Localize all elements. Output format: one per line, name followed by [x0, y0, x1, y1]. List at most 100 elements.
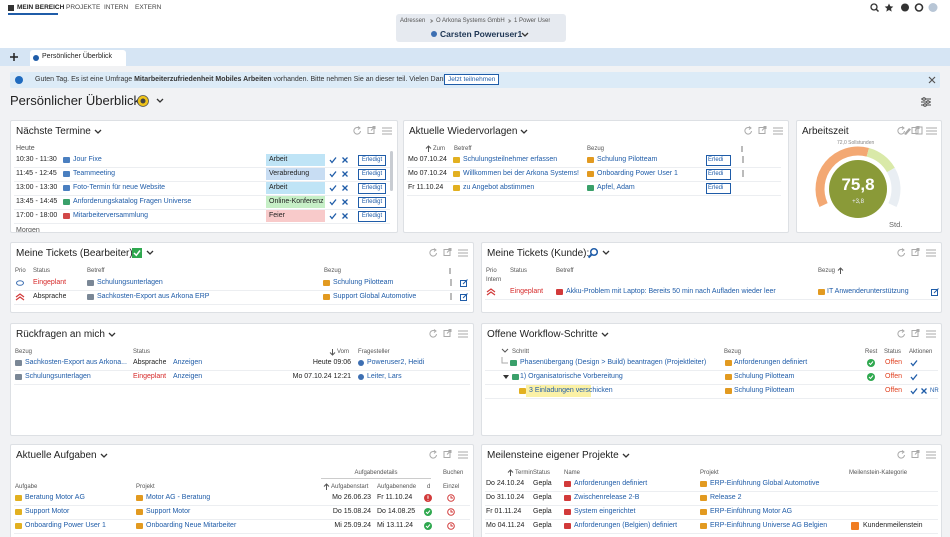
done-button[interactable]: Erledigt — [358, 211, 386, 222]
column-header[interactable]: Aufgabenende — [377, 484, 417, 490]
column-header[interactable]: Projekt — [136, 484, 155, 490]
add-tab[interactable] — [10, 53, 18, 61]
show-link[interactable]: Anzeigen — [173, 373, 203, 380]
subject[interactable]: Teammeeting — [73, 170, 116, 177]
chevron[interactable] — [146, 250, 154, 256]
cross-icon[interactable] — [341, 198, 349, 206]
column-header[interactable]: Aufgabe — [15, 484, 38, 490]
subject[interactable]: Sachkosten-Export aus Arkona ERP — [97, 293, 210, 300]
cross-icon[interactable] — [920, 387, 928, 395]
cross-icon[interactable] — [341, 170, 349, 178]
column-header[interactable]: Projekt — [700, 470, 719, 476]
chevron[interactable] — [602, 250, 610, 256]
open-icon[interactable] — [460, 293, 468, 301]
column-header[interactable]: Vom — [337, 349, 350, 355]
widget-tools[interactable] — [353, 126, 393, 135]
project[interactable]: ERP-Einführung Universe AG Belgien — [710, 522, 828, 529]
reference[interactable]: Onboarding Power User 1 — [597, 170, 678, 177]
check-icon[interactable] — [910, 359, 918, 367]
banner-button[interactable]: Jetzt teilnehmen — [444, 74, 500, 85]
column-header[interactable]: Schritt — [512, 349, 530, 355]
column-header[interactable]: Betreff — [454, 146, 472, 152]
person[interactable]: Poweruser2, Heidi — [367, 359, 425, 366]
check-icon[interactable] — [910, 373, 918, 381]
column-header[interactable]: Bezug — [724, 349, 742, 355]
reference[interactable]: Apfel, Adam — [597, 184, 635, 191]
book-icon[interactable] — [447, 522, 455, 530]
user-name[interactable]: Carsten Poweruser1 — [440, 29, 523, 39]
column-header[interactable]: Zum — [433, 146, 445, 152]
chevron[interactable] — [100, 453, 108, 459]
done-button[interactable]: Erledigt — [358, 197, 386, 208]
expander[interactable] — [503, 375, 509, 380]
reference[interactable]: Schulung Pilotteam — [734, 387, 795, 394]
open-icon[interactable] — [460, 279, 468, 287]
step[interactable]: Phasenübergang (Design > Build) beantrag… — [520, 359, 707, 366]
column-header[interactable]: Bezug — [324, 268, 342, 274]
done-button[interactable]: Erledigt — [358, 183, 386, 194]
widget-tools[interactable] — [897, 329, 937, 338]
column-header[interactable]: Status — [133, 349, 151, 355]
nav-item[interactable]: MEIN BEREICH — [17, 4, 65, 11]
column-header[interactable]: Prio — [486, 268, 497, 274]
check-icon[interactable] — [329, 156, 337, 164]
project[interactable]: Motor AG - Beratung — [146, 494, 211, 501]
column-header[interactable]: Status — [884, 349, 902, 355]
chevron[interactable] — [601, 332, 609, 338]
project[interactable]: Release 2 — [710, 494, 742, 501]
nav-item[interactable]: EXTERN — [135, 4, 162, 11]
column-header[interactable]: Meilenstein-Kategorie — [849, 470, 908, 476]
subject[interactable]: Schulungsunterlagen — [97, 279, 163, 286]
column-header[interactable]: Bezug — [818, 268, 836, 274]
cross-icon[interactable] — [341, 156, 349, 164]
done-button[interactable]: Erledi — [706, 183, 731, 194]
column-header[interactable]: Status — [533, 470, 551, 476]
done-button[interactable]: Erledigt — [358, 155, 386, 166]
widget-tools[interactable] — [897, 450, 937, 459]
widget-tools[interactable] — [744, 126, 784, 135]
subject[interactable]: Jour Fixe — [73, 156, 102, 163]
column-header[interactable]: Status — [33, 268, 51, 274]
column-header[interactable]: Termin — [515, 470, 534, 476]
check-icon[interactable] — [910, 387, 918, 395]
chevron[interactable] — [520, 129, 528, 135]
subject[interactable]: zu Angebot abstimmen — [463, 184, 535, 191]
check-icon[interactable] — [329, 198, 337, 206]
reference[interactable]: Anforderungen definiert — [734, 359, 808, 366]
chevron[interactable] — [622, 453, 630, 459]
name[interactable]: Anforderungen definiert — [574, 480, 648, 487]
check-icon[interactable] — [329, 212, 337, 220]
breadcrumb-item[interactable]: O Arkona Systems GmbH — [436, 18, 505, 24]
widget-tools[interactable] — [903, 126, 937, 135]
name[interactable]: Anforderungen (Belgien) definiert — [574, 522, 678, 529]
book-icon[interactable] — [447, 494, 455, 502]
breadcrumb-item[interactable]: 1 Power User — [514, 18, 551, 24]
name[interactable]: System eingerichtet — [574, 508, 636, 515]
column-header[interactable]: Name — [564, 470, 581, 476]
subject[interactable]: Willkommen bei der Arkona Systems! — [463, 170, 579, 177]
nav-item[interactable]: PROJEKTE — [66, 4, 101, 11]
column-header[interactable]: Betreff — [556, 268, 574, 274]
reference[interactable]: Support Global Automotive — [333, 293, 417, 300]
cross-icon[interactable] — [341, 212, 349, 220]
task[interactable]: Onboarding Power User 1 — [25, 522, 106, 529]
person[interactable]: Leiter, Lars — [367, 373, 402, 380]
column-header[interactable]: Betreff — [87, 268, 105, 274]
chevron[interactable] — [94, 129, 102, 135]
column-header[interactable]: Bezug — [15, 349, 33, 355]
tab-label[interactable]: Persönlicher Überblick — [42, 53, 113, 60]
widget-tools[interactable] — [429, 329, 469, 338]
subject[interactable]: Foto-Termin für neue Website — [73, 184, 166, 191]
check-icon[interactable] — [329, 170, 337, 178]
subject[interactable]: Anforderungskatalog Fragen Universe — [73, 198, 192, 205]
chevron[interactable] — [156, 98, 164, 104]
action[interactable]: NR — [930, 388, 939, 394]
reference[interactable]: Schulung Pilotteam — [333, 279, 394, 286]
widget-tools[interactable] — [429, 248, 469, 257]
column-header[interactable]: Einzel — [443, 484, 460, 490]
reference[interactable]: Sachkosten-Export aus Arkona... — [25, 359, 127, 366]
open-icon[interactable] — [931, 288, 939, 296]
breadcrumb-item[interactable]: Adressen — [400, 18, 426, 24]
column-header[interactable]: d — [427, 484, 431, 490]
done-button[interactable]: Erledi — [706, 155, 731, 166]
